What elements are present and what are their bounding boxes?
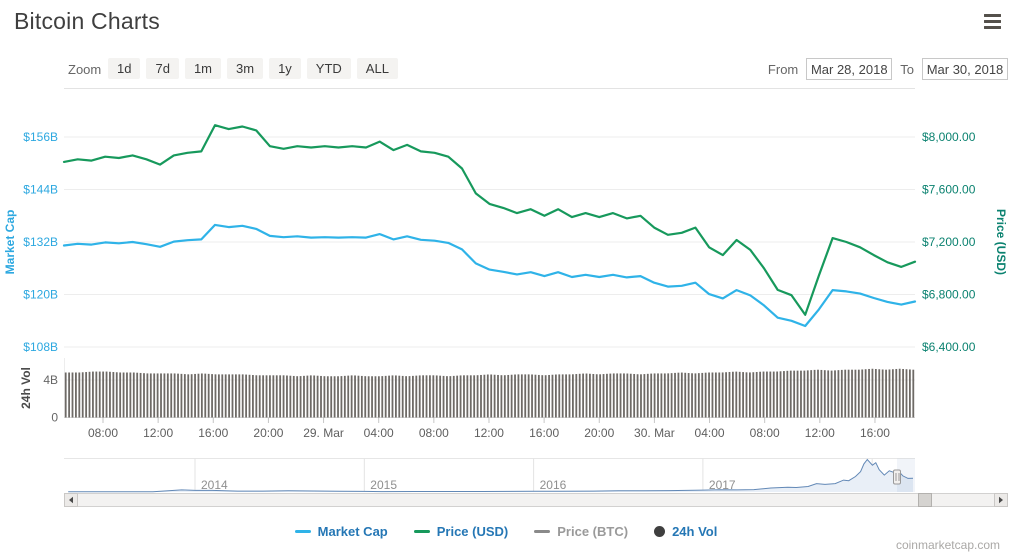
zoom-button-7d[interactable]: 7d xyxy=(146,58,179,79)
x-axis-tick: 29. Mar xyxy=(303,426,344,440)
x-axis-tick: 08:00 xyxy=(88,426,118,440)
x-axis-tick: 12:00 xyxy=(474,426,504,440)
navigator-year-label: 2016 xyxy=(540,478,567,492)
volume-bars xyxy=(64,368,915,418)
right-axis-tick: $7,600.00 xyxy=(922,183,976,197)
navigator-selected-range[interactable] xyxy=(897,458,915,493)
navigator-year-label: 2014 xyxy=(201,478,228,492)
hamburger-menu-icon[interactable] xyxy=(984,14,1001,29)
legend-item-price-usd-[interactable]: Price (USD) xyxy=(413,524,509,539)
x-axis-tick: 30. Mar xyxy=(634,426,675,440)
volume-axis-title: 24h Vol xyxy=(19,367,33,409)
scrollbar xyxy=(64,493,1008,507)
left-axis-tick: $132B xyxy=(23,235,58,249)
zoom-button-ytd[interactable]: YTD xyxy=(306,58,351,79)
legend-label: Price (USD) xyxy=(436,524,509,539)
zoom-buttons: 1d 7d 1m 3m 1y YTD ALL xyxy=(108,58,398,79)
x-axis-tick: 08:00 xyxy=(750,426,780,440)
legend-label: Price (BTC) xyxy=(557,524,629,539)
left-axis-title: Market Cap xyxy=(3,210,17,275)
x-axis-tick: 20:00 xyxy=(253,426,283,440)
navigator-year-label: 2017 xyxy=(709,478,736,492)
x-axis-tick: 16:00 xyxy=(860,426,890,440)
legend-item-24h-vol[interactable]: 24h Vol xyxy=(654,524,717,539)
left-axis-tick: $156B xyxy=(23,130,58,144)
zoom-button-3m[interactable]: 3m xyxy=(227,58,264,79)
legend-item-price-btc-[interactable]: Price (BTC) xyxy=(534,524,628,539)
to-label: To xyxy=(900,61,914,77)
left-axis-tick: $108B xyxy=(23,340,58,354)
zoom-label: Zoom xyxy=(68,62,102,77)
left-axis-tick: $144B xyxy=(23,183,58,197)
to-date-input[interactable] xyxy=(922,58,1008,80)
right-axis-tick: $6,400.00 xyxy=(922,340,976,354)
x-axis-tick: 08:00 xyxy=(419,426,449,440)
navigator-series-line xyxy=(68,458,914,493)
x-axis-tick: 12:00 xyxy=(805,426,835,440)
navigator: 20142015201620172018 xyxy=(64,458,915,493)
from-date-input[interactable] xyxy=(806,58,893,80)
x-axis-tick: 16:00 xyxy=(198,426,228,440)
right-axis-tick: $8,000.00 xyxy=(922,130,976,144)
hamburger-bar xyxy=(984,26,1001,29)
hamburger-bar xyxy=(984,14,1001,17)
navigator-year-label: 2015 xyxy=(370,478,397,492)
chart-legend: Market Cap Price (USD) Price (BTC) 24h Vol xyxy=(0,524,1012,539)
zoom-button-1y[interactable]: 1y xyxy=(269,58,301,79)
volume-axis-tick: 4B xyxy=(43,373,58,387)
x-axis-tick: 16:00 xyxy=(529,426,559,440)
x-axis: 08:00 12:00 16:00 20:00 29. Mar 04:00 08:00 12:… xyxy=(88,417,890,440)
zoom-button-all[interactable]: ALL xyxy=(356,58,398,79)
navigator-handle[interactable] xyxy=(893,469,901,485)
hamburger-bar xyxy=(984,20,1001,23)
zoom-button-1m[interactable]: 1m xyxy=(184,58,221,79)
right-axis-title: Price (USD) xyxy=(994,209,1008,275)
market-cap-line xyxy=(62,223,917,328)
left-axis-tick: $120B xyxy=(23,288,58,302)
scrollbar-thumb[interactable] xyxy=(918,493,932,507)
legend-marker-icon xyxy=(413,530,430,533)
right-axis-tick: $6,800.00 xyxy=(922,288,976,302)
x-axis-tick: 20:00 xyxy=(584,426,614,440)
legend-label: 24h Vol xyxy=(672,524,718,539)
x-axis-tick: 04:00 xyxy=(364,426,394,440)
price-usd-line xyxy=(62,124,917,316)
x-axis-tick: 04:00 xyxy=(695,426,725,440)
volume-axis-tick: 0 xyxy=(51,411,58,425)
x-axis-tick: 12:00 xyxy=(143,426,173,440)
legend-marker-icon xyxy=(654,526,666,537)
zoom-button-1d[interactable]: 1d xyxy=(108,58,141,79)
right-axis-tick: $7,200.00 xyxy=(922,235,976,249)
legend-marker-icon xyxy=(534,530,551,533)
legend-label: Market Cap xyxy=(317,524,388,539)
price-gridlines: $156B $8,000.00 $144B $7,600.00 $132B $7,200.… xyxy=(23,130,975,354)
watermark: coinmarketcap.com xyxy=(895,538,1000,552)
legend-item-market-cap[interactable]: Market Cap xyxy=(294,524,388,539)
date-range: From To xyxy=(768,58,1008,80)
legend-marker-icon xyxy=(294,530,311,533)
from-label: From xyxy=(767,61,799,77)
page-title: Bitcoin Charts xyxy=(14,8,160,34)
